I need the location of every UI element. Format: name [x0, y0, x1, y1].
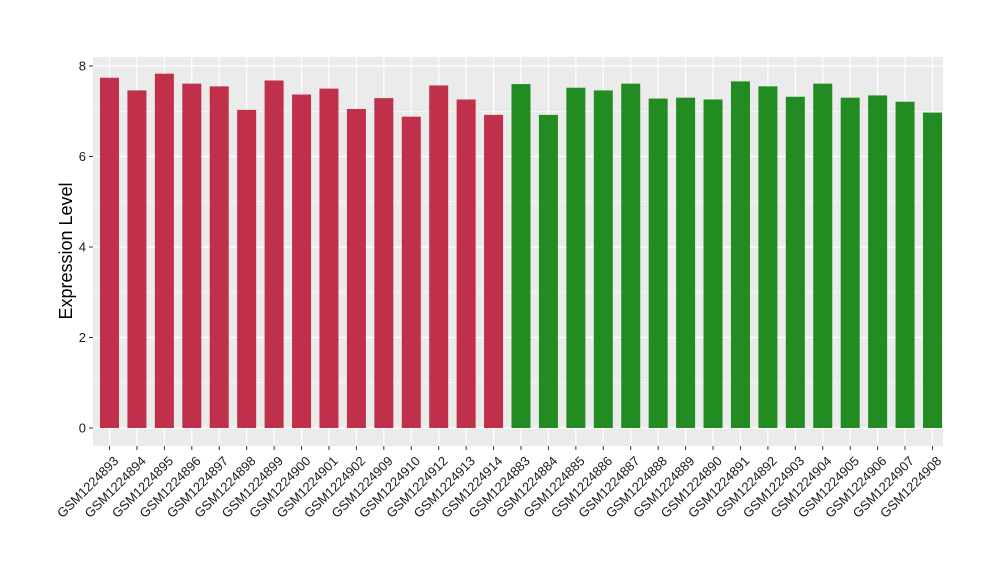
- bar-GSM1224904: [813, 83, 833, 429]
- bar-GSM1224893: [100, 77, 119, 428]
- y-tick-label: 0: [79, 421, 86, 436]
- bar-GSM1224907: [895, 101, 915, 428]
- bar-GSM1224891: [730, 81, 750, 428]
- bar-GSM1224888: [648, 98, 668, 428]
- y-tick-label: 8: [79, 59, 86, 74]
- y-tick-label: 4: [79, 240, 86, 255]
- bar-GSM1224894: [127, 90, 147, 428]
- bar-GSM1224913: [456, 99, 476, 429]
- bar-GSM1224887: [621, 83, 641, 429]
- bar-GSM1224886: [593, 90, 613, 428]
- bar-GSM1224896: [182, 83, 202, 429]
- bar-GSM1224892: [758, 86, 778, 429]
- bar-GSM1224914: [484, 114, 504, 429]
- bar-GSM1224897: [209, 86, 229, 429]
- bar-GSM1224899: [264, 80, 284, 428]
- bar-GSM1224885: [566, 87, 586, 428]
- bar-GSM1224900: [292, 94, 312, 428]
- bar-GSM1224910: [401, 116, 421, 429]
- bars: [100, 73, 942, 429]
- x-axis: GSM1224893GSM1224894GSM1224895GSM1224896…: [54, 446, 944, 521]
- bar-GSM1224889: [676, 97, 696, 429]
- bar-GSM1224901: [319, 88, 339, 428]
- bar-GSM1224895: [154, 73, 174, 428]
- bar-GSM1224898: [237, 109, 257, 428]
- bar-GSM1224912: [429, 85, 449, 429]
- bar-GSM1224883: [511, 84, 531, 428]
- y-axis: 0 2 4 6 8: [79, 59, 93, 436]
- bar-GSM1224903: [785, 96, 805, 429]
- bar-GSM1224902: [346, 108, 366, 429]
- y-tick-label: 6: [79, 149, 86, 164]
- bar-GSM1224906: [868, 95, 888, 428]
- bar-GSM1224908: [923, 112, 942, 429]
- bar-GSM1224909: [374, 98, 394, 428]
- y-tick-label: 2: [79, 330, 86, 345]
- bar-GSM1224884: [538, 114, 558, 429]
- y-axis-title: Expression Level: [56, 182, 76, 319]
- bar-GSM1224890: [703, 99, 723, 429]
- bar-GSM1224905: [840, 97, 860, 429]
